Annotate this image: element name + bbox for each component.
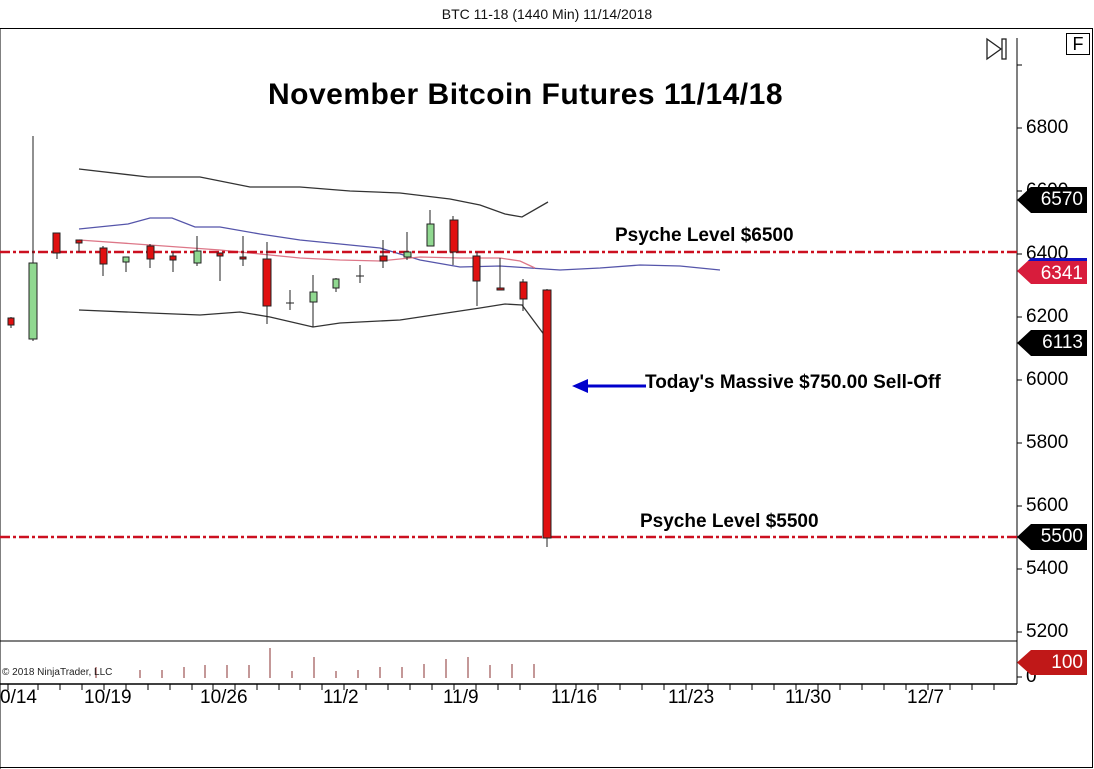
- volume-price-tag: 100: [1017, 650, 1087, 675]
- middle-band-line: [78, 217, 721, 271]
- chart-frame: [0, 28, 1093, 768]
- psyche-level-6500-label: Psyche Level $6500: [615, 225, 794, 246]
- x-tick-11-30: 11/30: [785, 687, 832, 708]
- y-tick-6000: 6000: [1026, 369, 1069, 390]
- skip-to-end-icon[interactable]: [986, 37, 1007, 61]
- x-tick-12-7: 12/7: [907, 687, 944, 708]
- copyright-notice: © 2018 NinjaTrader, LLC: [2, 667, 113, 678]
- y-tick-5200: 5200: [1026, 621, 1069, 642]
- y-tick-marks: [1017, 64, 1022, 678]
- y-tick-5400: 5400: [1026, 558, 1069, 579]
- selloff-arrow-icon: [572, 379, 646, 393]
- window-title: BTC 11-18 (1440 Min) 11/14/2018: [441, 6, 653, 22]
- x-tick-10-14: 0/14: [0, 687, 37, 708]
- lower-band-price-tag: 6113: [1017, 330, 1087, 356]
- y-tick-5800: 5800: [1026, 432, 1069, 453]
- x-tick-10-19: 10/19: [84, 687, 132, 708]
- y-tick-6800: 6800: [1026, 117, 1069, 138]
- f-button[interactable]: F: [1066, 33, 1090, 55]
- x-tick-11-16: 11/16: [551, 687, 598, 708]
- level-5500-price-tag: 5500: [1017, 524, 1087, 550]
- x-tick-10-26: 10/26: [200, 687, 248, 708]
- last-price-tag: 6341: [1017, 258, 1087, 284]
- x-tick-11-2: 11/2: [323, 687, 359, 708]
- x-tick-marks: [7, 684, 995, 690]
- psyche-level-5500-label: Psyche Level $5500: [640, 511, 819, 532]
- lower-band-line: [78, 303, 549, 341]
- x-tick-11-23: 11/23: [668, 687, 715, 708]
- chart-title: November Bitcoin Futures 11/14/18: [268, 78, 784, 111]
- selloff-annotation: Today's Massive $750.00 Sell-Off: [645, 372, 941, 393]
- candlesticks: [7, 136, 552, 547]
- y-tick-volume-zero: 0: [1026, 666, 1037, 687]
- x-tick-11-9: 11/9: [443, 687, 479, 708]
- y-tick-6200: 6200: [1026, 306, 1069, 327]
- moving-average-line: [78, 239, 536, 269]
- y-tick-5600: 5600: [1026, 495, 1069, 516]
- upper-band-price-tag: 6570: [1017, 187, 1087, 213]
- volume-bars: [95, 648, 535, 678]
- upper-band-line: [78, 168, 549, 218]
